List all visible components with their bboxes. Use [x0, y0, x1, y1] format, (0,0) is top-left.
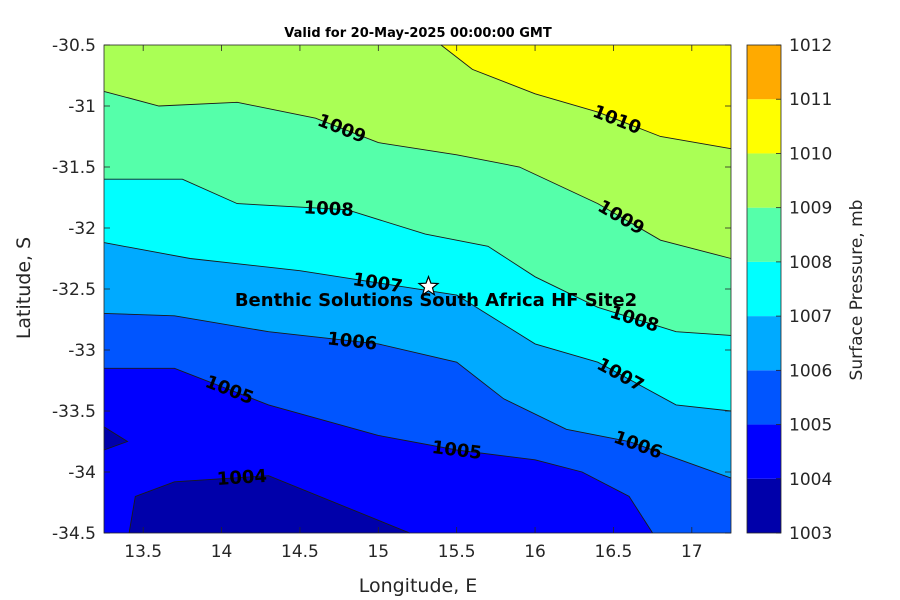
contour-line-1007-4: [103, 242, 732, 412]
contour-line-1004-0: [128, 475, 410, 534]
y-tick-label-5: -33: [68, 341, 96, 361]
y-tick-label-7: -34: [68, 463, 96, 483]
site-label: Benthic Solutions South Africa HF Site2: [235, 290, 637, 311]
fill-1010: [441, 45, 731, 149]
colorbar-tick-label-2: 1005: [789, 416, 832, 436]
fill-1004-1: [104, 426, 128, 450]
y-tick-label-1: -31: [68, 97, 96, 117]
colorbar-tick-label-5: 1008: [789, 253, 832, 273]
y-tick-label-3: -32: [68, 219, 96, 239]
contour-line-1010-7: [440, 44, 732, 150]
contour-line-1004-1: [103, 426, 129, 451]
x-tick-label-4: 15.5: [438, 542, 476, 562]
colorbar-band-1011: [747, 45, 781, 100]
contour-line-1009-6: [103, 90, 732, 259]
contour-line-1008-5: [104, 178, 732, 336]
colorbar-tick-label-6: 1009: [789, 199, 832, 219]
colorbar-band-1004: [747, 424, 781, 479]
x-tick-label-2: 14.5: [281, 542, 319, 562]
x-tick-label-5: 16: [524, 542, 546, 562]
colorbar-tick-label-1: 1004: [789, 470, 832, 490]
y-tick-label-0: -30.5: [52, 36, 96, 56]
y-axis-label: Latitude, S: [13, 237, 35, 339]
colorbar-band-1006: [747, 316, 781, 371]
colorbar-band-1007: [747, 261, 781, 317]
axes: 13.5 14 14.5 15 15.5 16 16.5 17 -30.5 -31 -31.5 -32…: [52, 36, 732, 562]
x-axis-label: Longitude, E: [359, 575, 478, 597]
colorbar-band-1008: [747, 207, 781, 262]
colorbar-label: Surface Pressure, mb: [847, 200, 867, 381]
contour-line-1005-2: [104, 367, 653, 534]
contour-line-1006-3: [103, 312, 732, 479]
colorbar-tick-label-3: 1006: [789, 361, 832, 381]
chart-title: Valid for 20-May-2025 00:00:00 GMT: [284, 26, 552, 41]
site-star-icon: [417, 274, 440, 297]
colorbar-frame: [746, 44, 782, 534]
x-tick-label-1: 14: [211, 542, 233, 562]
colorbar-tick-label-8: 1011: [789, 90, 832, 110]
colorbar-band-1009: [747, 153, 781, 208]
y-tick-label-4: -32.5: [52, 280, 96, 300]
colorbar-band-1010: [747, 99, 781, 154]
y-tick-label-8: -34.5: [52, 524, 96, 544]
contour-label-1004-0: 1004: [216, 466, 267, 490]
x-tick-label-7: 17: [681, 542, 703, 562]
colorbar-tick-label-0: 1003: [789, 524, 832, 544]
y-tick-label-6: -33.5: [52, 402, 96, 422]
y-tick-label-2: -31.5: [52, 158, 96, 178]
colorbar-band-1005: [747, 370, 781, 425]
x-tick-label-0: 13.5: [124, 542, 162, 562]
site-marker: Benthic Solutions South Africa HF Site2: [235, 274, 637, 311]
colorbar-band-1003: [747, 478, 781, 533]
colorbar: 1003 1004 1005 1006 1007 1008 1009 1010 1011 1012: [746, 36, 832, 544]
x-tick-label-3: 15: [367, 542, 389, 562]
colorbar-tick-label-4: 1007: [789, 307, 832, 327]
contour-label-1008-7: 1008: [303, 197, 354, 221]
colorbar-tick-label-7: 1010: [789, 144, 832, 164]
contour-lines: [103, 44, 732, 534]
x-tick-label-6: 16.5: [595, 542, 633, 562]
colorbar-tick-label-9: 1012: [789, 36, 832, 56]
